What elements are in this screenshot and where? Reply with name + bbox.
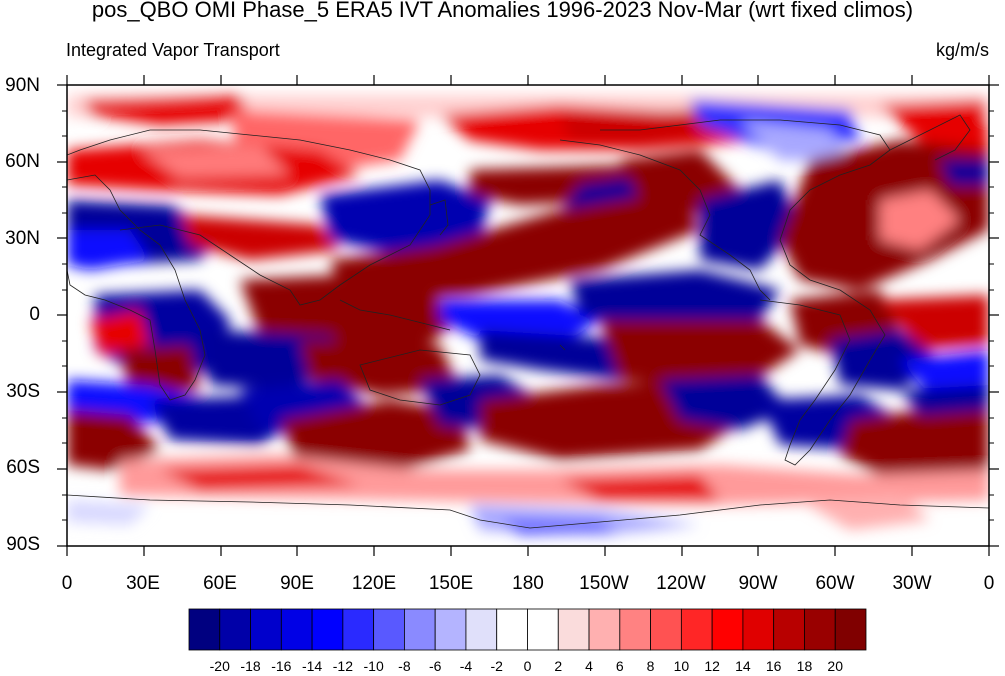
colorbar-box: [742, 608, 775, 651]
colorbar-label: -14: [301, 658, 323, 674]
colorbar-label: -18: [240, 658, 261, 674]
colorbar-label: -12: [332, 658, 353, 674]
x-tick-label: 90W: [738, 573, 778, 594]
x-tick-label: 30W: [892, 573, 932, 594]
colorbar-box: [219, 608, 251, 651]
x-tick-label: 120W: [656, 573, 706, 594]
colorbar-box: [773, 608, 805, 651]
x-tick-label: 90E: [280, 573, 314, 594]
colorbar-box: [250, 608, 282, 651]
colorbar-box: [834, 608, 867, 651]
colorbar-label: -4: [459, 658, 473, 674]
minor-ticks: [62, 110, 994, 521]
y-tick-label: 60S: [6, 457, 40, 478]
colorbar-box: [619, 608, 651, 651]
colorbar-box: [465, 608, 498, 651]
colorbar-box: [311, 608, 344, 651]
x-tick-label: 0: [983, 573, 995, 594]
colorbar-label: 0: [523, 658, 532, 674]
x-tick-label: 60W: [815, 573, 855, 594]
chart-title: pos_QBO OMI Phase_5 ERA5 IVT Anomalies 1…: [91, 0, 914, 22]
y-tick-label: 90N: [5, 75, 40, 96]
y-tick-label: 30N: [5, 228, 40, 249]
colorbar-label: 8: [646, 658, 655, 674]
colorbar-box: [588, 608, 621, 651]
anomaly-field: [67, 85, 989, 546]
colorbar-box: [804, 608, 836, 651]
colorbar-box: [557, 608, 590, 651]
x-tick-label: 150W: [579, 573, 629, 594]
colorbar-box: [527, 608, 559, 651]
variable-label: Integrated Vapor Transport: [66, 40, 280, 60]
colorbar-box: [188, 608, 221, 651]
axis-ticks: [57, 75, 999, 556]
colorbar-label: 10: [673, 658, 690, 674]
colorbar-label: -8: [398, 658, 411, 674]
x-tick-label: 30E: [126, 573, 160, 594]
x-tick-label: 0: [61, 573, 73, 594]
colorbar-box: [404, 608, 436, 651]
x-tick-label: 150E: [428, 573, 474, 594]
colorbar-box: [434, 608, 467, 651]
colorbar-label: 20: [827, 658, 844, 674]
y-tick-label: 0: [29, 304, 40, 325]
y-tick-label: 60N: [5, 151, 40, 172]
colorbar-label: 14: [735, 658, 751, 674]
colorbar-box: [373, 608, 405, 651]
y-tick-label: 30S: [6, 381, 40, 402]
colorbar-label: -10: [363, 658, 384, 674]
colorbar-label: 18: [796, 658, 813, 674]
colorbar-box: [711, 608, 744, 651]
colorbar-label: 6: [615, 658, 624, 674]
colorbar-label: 12: [704, 658, 720, 674]
x-tick-label: 120E: [351, 573, 397, 594]
colorbar: [188, 608, 867, 651]
colorbar-label: 4: [585, 658, 593, 674]
colorbar-box: [650, 608, 682, 651]
colorbar-box: [342, 608, 375, 651]
colorbar-label: 16: [765, 658, 782, 674]
y-tick-label: 90S: [6, 534, 40, 555]
x-tick-label: 180: [512, 573, 544, 594]
units-label: kg/m/s: [935, 40, 989, 60]
x-tick-label: 60E: [203, 573, 237, 594]
colorbar-label: -2: [490, 658, 503, 674]
colorbar-label: -16: [271, 658, 292, 674]
colorbar-label: 2: [554, 658, 563, 674]
colorbar-box: [496, 608, 528, 651]
colorbar-label: -6: [428, 658, 442, 674]
colorbar-label: -20: [209, 658, 230, 674]
colorbar-box: [280, 608, 313, 651]
coastlines: [67, 114, 989, 529]
colorbar-box: [680, 608, 713, 651]
